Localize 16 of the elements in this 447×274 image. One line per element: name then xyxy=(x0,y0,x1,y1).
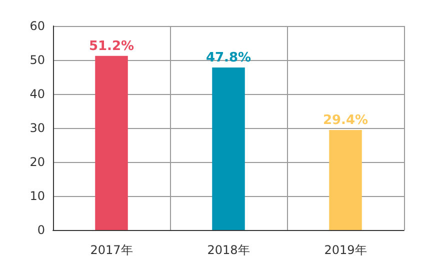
x-tick-label: 2018年 xyxy=(207,243,250,257)
y-tick-label: 50 xyxy=(30,53,45,67)
data-label: 47.8% xyxy=(206,50,252,66)
data-label: 51.2% xyxy=(88,38,134,54)
y-tick-label: 0 xyxy=(37,223,45,237)
y-tick-label: 30 xyxy=(30,121,45,135)
bar xyxy=(212,67,245,230)
y-tick-label: 40 xyxy=(30,87,45,101)
bar xyxy=(95,56,128,230)
y-tick-label: 10 xyxy=(30,189,45,203)
y-tick-label: 60 xyxy=(30,19,45,33)
data-label: 29.4% xyxy=(322,113,368,128)
y-tick-label: 20 xyxy=(30,155,45,169)
x-tick-label: 2019年 xyxy=(324,243,367,257)
bar xyxy=(329,130,362,230)
x-tick-label: 2017年 xyxy=(90,243,133,257)
